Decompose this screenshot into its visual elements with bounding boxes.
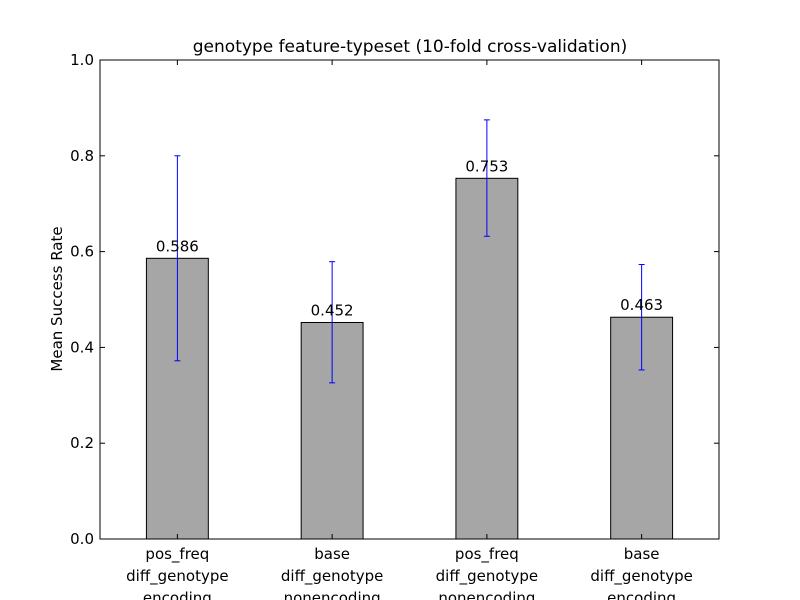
x-tick-label: diff_genotype [436, 567, 538, 586]
x-tick-label: diff_genotype [281, 567, 383, 586]
y-tick-label: 1.0 [70, 51, 94, 69]
bar-value-label: 0.753 [465, 157, 508, 175]
bars: 0.586 0.452 0.753 0.463 [145, 119, 674, 540]
x-tick-label: base [624, 545, 660, 563]
error-bar [483, 119, 490, 237]
bar [455, 177, 519, 540]
y-tick-label: 0.6 [70, 243, 94, 261]
error-bar [638, 264, 645, 371]
y-tick-label: 0.2 [70, 434, 94, 452]
x-tick-label: diff_genotype [126, 567, 228, 586]
y-axis-ticks: 0.0 0.2 0.4 0.6 0.8 1.0 [70, 51, 719, 548]
bar-value-label: 0.463 [620, 296, 663, 314]
x-tick-label: encoding [143, 589, 212, 600]
bar-value-label: 0.452 [311, 301, 354, 319]
x-tick-label: base [314, 545, 350, 563]
x-tick-label: pos_freq [455, 545, 519, 564]
chart-title: genotype feature-typeset (10-fold cross-… [193, 37, 627, 57]
plot-frame [99, 59, 720, 540]
x-tick-label: encoding [607, 589, 676, 600]
x-axis-tick-labels: pos_freq diff_genotype encoding base diff_ge… [126, 60, 693, 600]
x-tick-label: pos_freq [145, 545, 209, 564]
x-tick-label: nonencoding [438, 589, 535, 600]
bar-value-label: 0.586 [156, 237, 199, 255]
error-bar [329, 261, 336, 384]
x-tick-label: diff_genotype [590, 567, 692, 586]
y-tick-label: 0.0 [70, 530, 94, 548]
error-bar [174, 155, 181, 362]
y-tick-label: 0.8 [70, 147, 94, 165]
x-tick-label: nonencoding [284, 589, 381, 600]
y-tick-label: 0.4 [70, 338, 94, 356]
y-axis-label: Mean Success Rate [48, 226, 66, 371]
